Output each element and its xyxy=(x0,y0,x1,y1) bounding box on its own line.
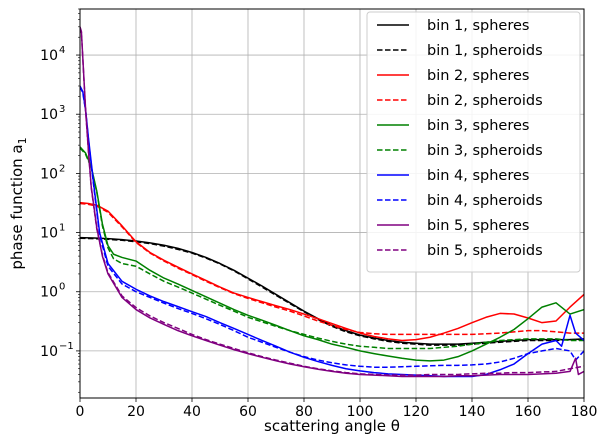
y-tick-label: 10 xyxy=(40,344,58,360)
legend-label: bin 1, spheres xyxy=(427,18,529,34)
legend-label: bin 2, spheroids xyxy=(427,93,543,109)
y-tick-exponent: 2 xyxy=(59,163,65,174)
legend-label: bin 4, spheres xyxy=(427,168,529,184)
series-line-5 xyxy=(80,146,584,362)
series-lines xyxy=(80,26,584,378)
legend-label: bin 5, spheroids xyxy=(427,243,543,259)
legend-label: bin 4, spheroids xyxy=(427,193,543,209)
x-tick-label: 40 xyxy=(183,404,201,420)
y-tick-label: 10 xyxy=(40,48,58,64)
x-tick-label: 120 xyxy=(403,404,430,420)
x-tick-label: 60 xyxy=(239,404,257,420)
y-tick-exponent: 0 xyxy=(59,282,65,293)
y-tick-label: 10 xyxy=(40,285,58,301)
legend-label: bin 3, spheres xyxy=(427,118,529,134)
x-tick-label: 100 xyxy=(347,404,374,420)
y-tick-label: 10 xyxy=(40,107,58,123)
axes-frame xyxy=(79,8,585,399)
x-tick-label: 80 xyxy=(295,404,313,420)
x-tick-label: 0 xyxy=(76,404,85,420)
series-line-10 xyxy=(80,27,584,376)
x-tick-label: 140 xyxy=(459,404,486,420)
y-tick-exponent: −1 xyxy=(59,341,74,352)
y-axis-label-subscript: 1 xyxy=(16,137,29,144)
series-line-4 xyxy=(80,202,584,336)
x-axis-ticks: 0 20 40 60 80 100 120 140 160 180 xyxy=(76,398,598,420)
legend-box xyxy=(366,11,581,273)
y-tick-exponent: 1 xyxy=(59,223,65,234)
y-tick-exponent: 3 xyxy=(59,104,65,115)
series-line-7 xyxy=(80,85,584,378)
x-axis-label: scattering angle θ xyxy=(264,417,400,435)
y-tick-label: 10 xyxy=(40,226,58,242)
x-tick-label: 180 xyxy=(571,404,598,420)
y-tick-label: 10 xyxy=(40,166,58,182)
y-axis-label: phase function a1 xyxy=(8,137,29,269)
legend-label: bin 1, spheroids xyxy=(427,43,543,59)
legend: bin 1, spheres bin 1, spheroids bin 2, sph… xyxy=(366,11,581,273)
legend-label: bin 2, spheres xyxy=(427,68,529,84)
x-tick-label: 20 xyxy=(127,404,145,420)
y-axis-label-main: phase function a xyxy=(8,144,26,269)
legend-label: bin 3, spheroids xyxy=(427,143,543,159)
legend-label: bin 5, spheres xyxy=(427,218,529,234)
series-line-6 xyxy=(80,147,584,350)
x-tick-label: 160 xyxy=(515,404,542,420)
y-tick-exponent: 4 xyxy=(59,45,65,56)
series-line-2 xyxy=(80,237,584,346)
series-line-8 xyxy=(80,86,584,368)
